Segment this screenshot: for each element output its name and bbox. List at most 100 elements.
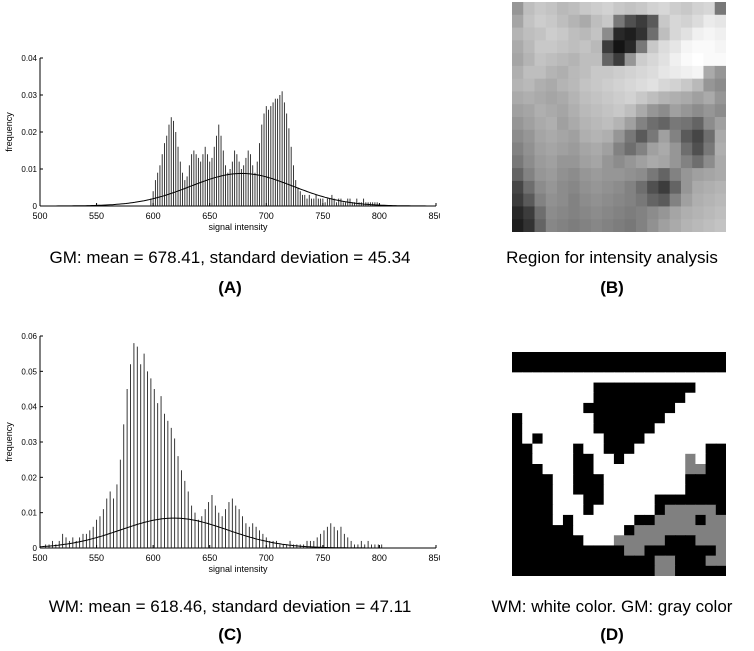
region-pixel — [512, 104, 524, 118]
region-pixel — [692, 14, 705, 29]
segmentation-pixel — [562, 484, 574, 496]
segmentation-pixel — [705, 392, 717, 404]
region-pixel — [602, 142, 614, 156]
segmentation-pixel — [613, 362, 625, 373]
segmentation-pixel — [695, 352, 707, 363]
segmentation-pixel — [562, 382, 574, 394]
region-pixel — [680, 219, 693, 232]
segmentation-pixel — [522, 514, 533, 526]
segmentation-pixel — [552, 382, 564, 394]
region-pixel — [647, 117, 660, 131]
region-pixel — [545, 91, 558, 105]
region-pixel — [703, 117, 716, 131]
region-pixel — [624, 91, 637, 105]
segmentation-pixel — [512, 372, 523, 384]
region-pixel — [557, 193, 569, 208]
region-pixel — [545, 65, 558, 80]
segmentation-pixel — [715, 352, 726, 363]
region-pixel — [703, 2, 716, 16]
segmentation-pixel — [695, 535, 707, 547]
segmentation-pixel — [624, 565, 635, 576]
region-pixel — [512, 168, 524, 182]
region-pixel — [658, 142, 671, 156]
segmentation-pixel — [695, 565, 707, 576]
segmentation-pixel — [644, 372, 656, 384]
region-pixel — [692, 78, 705, 93]
caption-segmentation: WM: white color. GM: gray color — [491, 597, 733, 616]
region-pixel — [602, 2, 614, 16]
segmentation-pixel — [562, 464, 574, 475]
segmentation-pixel — [542, 535, 554, 547]
segmentation-pixel — [634, 413, 646, 424]
region-pixel — [658, 206, 671, 220]
segmentation-pixel — [593, 372, 605, 384]
region-pixel — [545, 155, 558, 169]
segmentation-pixel — [512, 504, 523, 516]
region-pixel — [534, 65, 547, 80]
segmentation-pixel — [644, 352, 656, 363]
region-pixel — [613, 155, 626, 169]
y-tick-label: 0 — [33, 544, 38, 553]
segmentation-pixel — [573, 514, 584, 526]
region-pixel — [613, 27, 626, 41]
region-pixel — [635, 91, 648, 105]
segmentation-pixel — [603, 433, 615, 445]
segmentation-pixel — [542, 352, 554, 363]
segmentation-pixel — [562, 474, 574, 485]
segmentation-pixel — [583, 453, 595, 465]
segmentation-pixel — [654, 545, 666, 557]
segmentation-pixel — [573, 443, 584, 455]
segmentation-pixel — [512, 362, 523, 373]
segmentation-pixel — [705, 423, 717, 435]
region-pixel — [658, 168, 671, 182]
region-pixel — [568, 142, 581, 156]
segmentation-pixel — [542, 565, 554, 576]
region-pixel — [602, 27, 614, 41]
segmentation-pixel — [664, 443, 676, 455]
segmentation-pixel — [654, 372, 666, 384]
region-pixel — [590, 117, 603, 131]
region-pixel — [669, 91, 682, 105]
region-pixel — [568, 14, 581, 29]
region-pixel — [680, 53, 693, 67]
y-tick-label: 0.04 — [21, 54, 37, 63]
region-pixel — [714, 2, 726, 16]
region-pixel — [545, 180, 558, 195]
segmentation-pixel — [593, 392, 605, 404]
segmentation-pixel — [522, 392, 533, 404]
segmentation-pixel — [583, 545, 595, 557]
region-pixel — [714, 65, 726, 80]
region-pixel — [703, 180, 716, 195]
segmentation-pixel — [613, 535, 625, 547]
segmentation-pixel — [675, 433, 686, 445]
region-pixel — [703, 27, 716, 41]
region-pixel — [635, 78, 648, 93]
region-pixel — [590, 219, 603, 232]
segmentation-pixel — [532, 504, 544, 516]
segmentation-pixel — [715, 484, 726, 496]
gaussian-fit-curve — [40, 172, 436, 207]
region-pixel — [624, 65, 637, 80]
region-pixel — [534, 40, 547, 54]
region-pixel — [635, 168, 648, 182]
region-pixel — [613, 117, 626, 131]
region-pixel — [545, 27, 558, 41]
segmentation-pixel — [562, 535, 574, 547]
segmentation-pixel — [593, 423, 605, 435]
region-pixel — [624, 155, 637, 169]
region-pixel — [658, 40, 671, 54]
segmentation-pixel — [675, 504, 686, 516]
region-pixel — [692, 91, 705, 105]
segmentation-pixel — [583, 382, 595, 394]
segmentation-pixel — [613, 453, 625, 465]
segmentation-pixel — [675, 453, 686, 465]
segmentation-pixel — [593, 453, 605, 465]
segmentation-pixel — [603, 392, 615, 404]
segmentation-pixel — [705, 362, 717, 373]
segmentation-pixel — [573, 433, 584, 445]
region-pixel — [680, 2, 693, 16]
region-pixel — [590, 27, 603, 41]
region-pixel — [512, 142, 524, 156]
segmentation-pixel — [634, 504, 646, 516]
region-pixel — [613, 78, 626, 93]
